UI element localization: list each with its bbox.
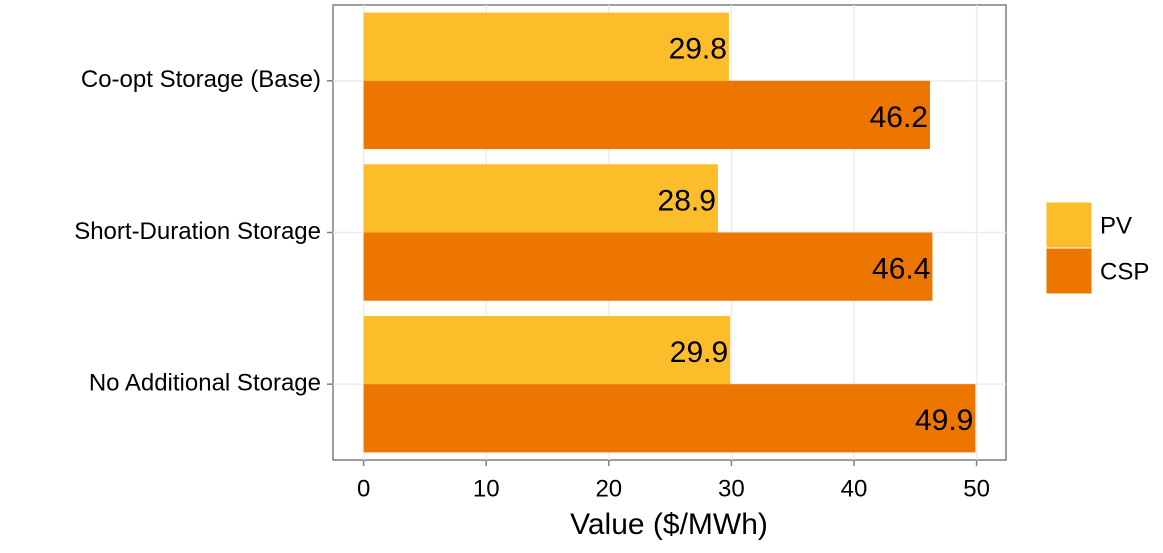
y-tick-label: Co-opt Storage (Base) bbox=[81, 66, 321, 93]
data-label: 46.2 bbox=[870, 101, 928, 134]
x-tick-label: 20 bbox=[595, 475, 622, 502]
legend-label: PV bbox=[1100, 212, 1132, 239]
bar bbox=[363, 80, 930, 150]
x-tick-label: 50 bbox=[963, 475, 990, 502]
legend-swatch bbox=[1045, 201, 1093, 249]
x-axis-title: Value ($/MWh) bbox=[570, 508, 768, 541]
data-label: 28.9 bbox=[658, 184, 716, 217]
x-tick-label: 0 bbox=[357, 475, 370, 502]
bar bbox=[363, 232, 933, 301]
x-tick-label: 10 bbox=[473, 475, 500, 502]
data-label: 29.8 bbox=[669, 33, 727, 66]
legend-label: CSP bbox=[1100, 258, 1149, 285]
bar bbox=[363, 12, 729, 81]
bar bbox=[363, 315, 731, 385]
x-tick-label: 30 bbox=[718, 475, 745, 502]
data-label: 49.9 bbox=[915, 404, 973, 437]
bar bbox=[363, 164, 718, 233]
legend-swatch bbox=[1045, 247, 1093, 295]
bar bbox=[363, 384, 976, 453]
data-label: 29.9 bbox=[670, 336, 728, 369]
x-tick-label: 40 bbox=[841, 475, 868, 502]
data-label: 46.4 bbox=[872, 253, 930, 286]
y-tick-label: Short-Duration Storage bbox=[74, 218, 321, 245]
y-tick-label: No Additional Storage bbox=[89, 370, 321, 397]
